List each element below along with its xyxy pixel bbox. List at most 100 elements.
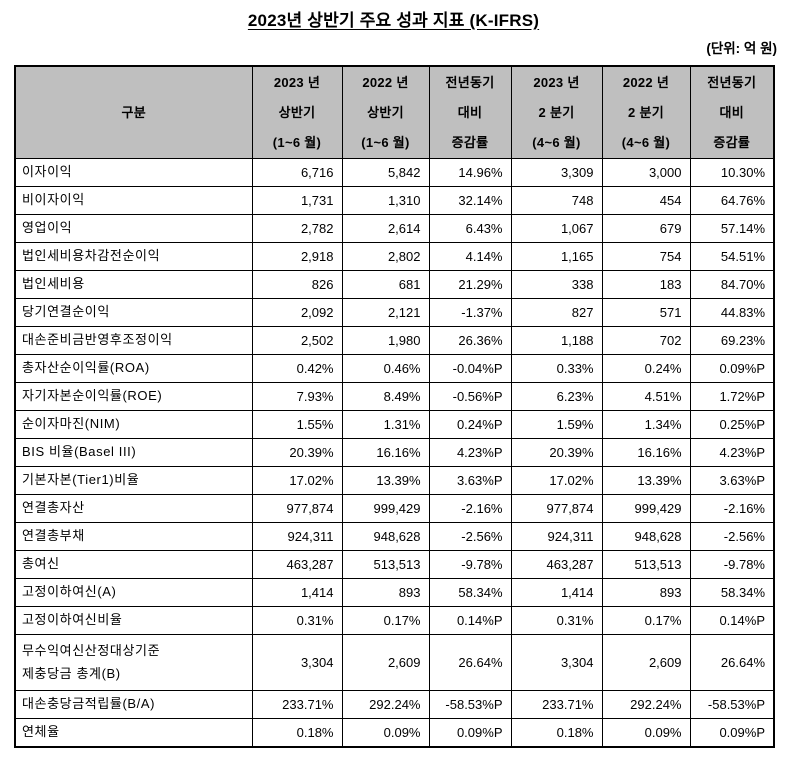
table-body: 이자이익 6,716 5,842 14.96% 3,309 3,000 10.30% 비이자이… xyxy=(14,158,775,747)
header-2022-q2: 2022 년 2 분기 (4~6 월) xyxy=(601,65,691,159)
cell-value: 4.51% xyxy=(601,382,691,411)
table-row: 연결총부채 924,311 948,628 -2.56% 924,311 948,628-… xyxy=(14,522,775,551)
cell-value: 1,980 xyxy=(341,326,430,355)
cell-value: 69.23% xyxy=(689,326,775,355)
cell-value: 681 xyxy=(341,270,430,299)
cell-value: 16.16% xyxy=(601,438,691,467)
row-label: 영업이익 xyxy=(14,214,253,243)
cell-value: 14.96% xyxy=(428,158,512,187)
row-label: 고정이하여신비율 xyxy=(14,606,253,635)
cell-value: 5,842 xyxy=(341,158,430,187)
cell-value: 183 xyxy=(601,270,691,299)
row-label: 총자산순이익률(ROA) xyxy=(14,354,253,383)
row-label: 법인세비용 xyxy=(14,270,253,299)
cell-value: 17.02% xyxy=(510,466,603,495)
cell-value: 2,782 xyxy=(251,214,343,243)
cell-value: 463,287 xyxy=(510,550,603,579)
row-label: 연결총부채 xyxy=(14,522,253,551)
table-row: 법인세비용차감전순이익 2,918 2,802 4.14% 1,165 754 54.51% xyxy=(14,242,775,271)
cell-value: 2,502 xyxy=(251,326,343,355)
cell-value: -2.56% xyxy=(689,522,775,551)
cell-value: 13.39% xyxy=(341,466,430,495)
cell-value: 1,067 xyxy=(510,214,603,243)
cell-value: 44.83% xyxy=(689,298,775,327)
cell-value: 58.34% xyxy=(689,578,775,607)
cell-value: 0.17% xyxy=(601,606,691,635)
cell-value: 679 xyxy=(601,214,691,243)
cell-value: 0.18% xyxy=(251,718,343,747)
cell-value: 948,628 xyxy=(601,522,691,551)
cell-value: -58.53%P xyxy=(689,690,775,719)
cell-value: 702 xyxy=(601,326,691,355)
cell-value: 0.09% xyxy=(601,718,691,747)
table-row: 고정이하여신(A) 1,414 893 58.34% 1,414 893 58.34% xyxy=(14,578,775,607)
row-label: 고정이하여신(A) xyxy=(14,578,253,607)
row-label: 당기연결순이익 xyxy=(14,298,253,327)
table-row: 법인세비용 826 681 21.29% 338 183 84.70% xyxy=(14,270,775,299)
table-row: 당기연결순이익 2,092 2,121 -1.37% 827 571 44.83% xyxy=(14,298,775,327)
cell-value: 893 xyxy=(341,578,430,607)
page-title: 2023년 상반기 주요 성과 지표 (K-IFRS) xyxy=(247,11,540,30)
cell-value: 6,716 xyxy=(251,158,343,187)
cell-value: 58.34% xyxy=(428,578,512,607)
cell-value: 64.76% xyxy=(689,186,775,215)
row-label: 기본자본(Tier1)비율 xyxy=(14,466,253,495)
cell-value: 8.49% xyxy=(341,382,430,411)
cell-value: -2.16% xyxy=(428,494,512,523)
row-label: 대손충당금적립률(B/A) xyxy=(14,690,253,719)
cell-value: -58.53%P xyxy=(428,690,512,719)
cell-value: 977,874 xyxy=(510,494,603,523)
cell-value: 454 xyxy=(601,186,691,215)
cell-value: 0.18% xyxy=(510,718,603,747)
cell-value: 513,513 xyxy=(601,550,691,579)
header-2022-h1: 2022 년 상반기 (1~6 월) xyxy=(341,65,430,159)
cell-value: 0.09%P xyxy=(689,354,775,383)
row-label: BIS 비율(Basel III) xyxy=(14,438,253,467)
cell-value: 0.25%P xyxy=(689,410,775,439)
table-row: 연결총자산 977,874 999,429 -2.16% 977,874 999,429-… xyxy=(14,494,775,523)
cell-value: 6.43% xyxy=(428,214,512,243)
header-2023-q2: 2023 년 2 분기 (4~6 월) xyxy=(510,65,603,159)
cell-value: 7.93% xyxy=(251,382,343,411)
cell-value: 2,918 xyxy=(251,242,343,271)
cell-value: 1.55% xyxy=(251,410,343,439)
table-row: 자기자본순이익률(ROE) 7.93% 8.49% -0.56%P 6.23% 4.51%… xyxy=(14,382,775,411)
row-label: 이자이익 xyxy=(14,158,253,187)
table-row: 연체율 0.18% 0.09% 0.09%P 0.18% 0.09% 0.09%P xyxy=(14,718,775,747)
cell-value: 999,429 xyxy=(601,494,691,523)
cell-value: 4.23%P xyxy=(428,438,512,467)
cell-value: 3.63%P xyxy=(689,466,775,495)
cell-value: 26.64% xyxy=(428,634,512,691)
cell-value: 16.16% xyxy=(341,438,430,467)
cell-value: 0.14%P xyxy=(428,606,512,635)
cell-value: 977,874 xyxy=(251,494,343,523)
row-label: 연체율 xyxy=(14,718,253,747)
cell-value: 2,614 xyxy=(341,214,430,243)
header-yoy-h1: 전년동기 대비 증감률 xyxy=(428,65,512,159)
cell-value: 4.14% xyxy=(428,242,512,271)
cell-value: 1.59% xyxy=(510,410,603,439)
cell-value: 84.70% xyxy=(689,270,775,299)
row-label: 순이자마진(NIM) xyxy=(14,410,253,439)
table-row: 대손충당금적립률(B/A) 233.71% 292.24% -58.53%P 233.7… xyxy=(14,690,775,719)
header-gubun: 구분 xyxy=(14,65,253,159)
unit-label: (단위: 억 원) xyxy=(706,41,777,56)
cell-value: 571 xyxy=(601,298,691,327)
cell-value: -9.78% xyxy=(428,550,512,579)
cell-value: 924,311 xyxy=(510,522,603,551)
cell-value: 2,609 xyxy=(341,634,430,691)
header-row: 구분 2023 년 상반기 (1~6 월) 2022 년 상반기 (1~6 월)… xyxy=(14,65,775,159)
cell-value: 1,731 xyxy=(251,186,343,215)
cell-value: 0.24% xyxy=(601,354,691,383)
cell-value: 2,092 xyxy=(251,298,343,327)
table-row: 대손준비금반영후조정이익 2,502 1,980 26.36% 1,188 702 69.2… xyxy=(14,326,775,355)
cell-value: 4.23%P xyxy=(689,438,775,467)
cell-value: 2,802 xyxy=(341,242,430,271)
cell-value: 0.31% xyxy=(510,606,603,635)
cell-value: 0.31% xyxy=(251,606,343,635)
cell-value: 513,513 xyxy=(341,550,430,579)
table-row: BIS 비율(Basel III) 20.39% 16.16% 4.23%P 20.39… xyxy=(14,438,775,467)
cell-value: 292.24% xyxy=(601,690,691,719)
row-label: 대손준비금반영후조정이익 xyxy=(14,326,253,355)
